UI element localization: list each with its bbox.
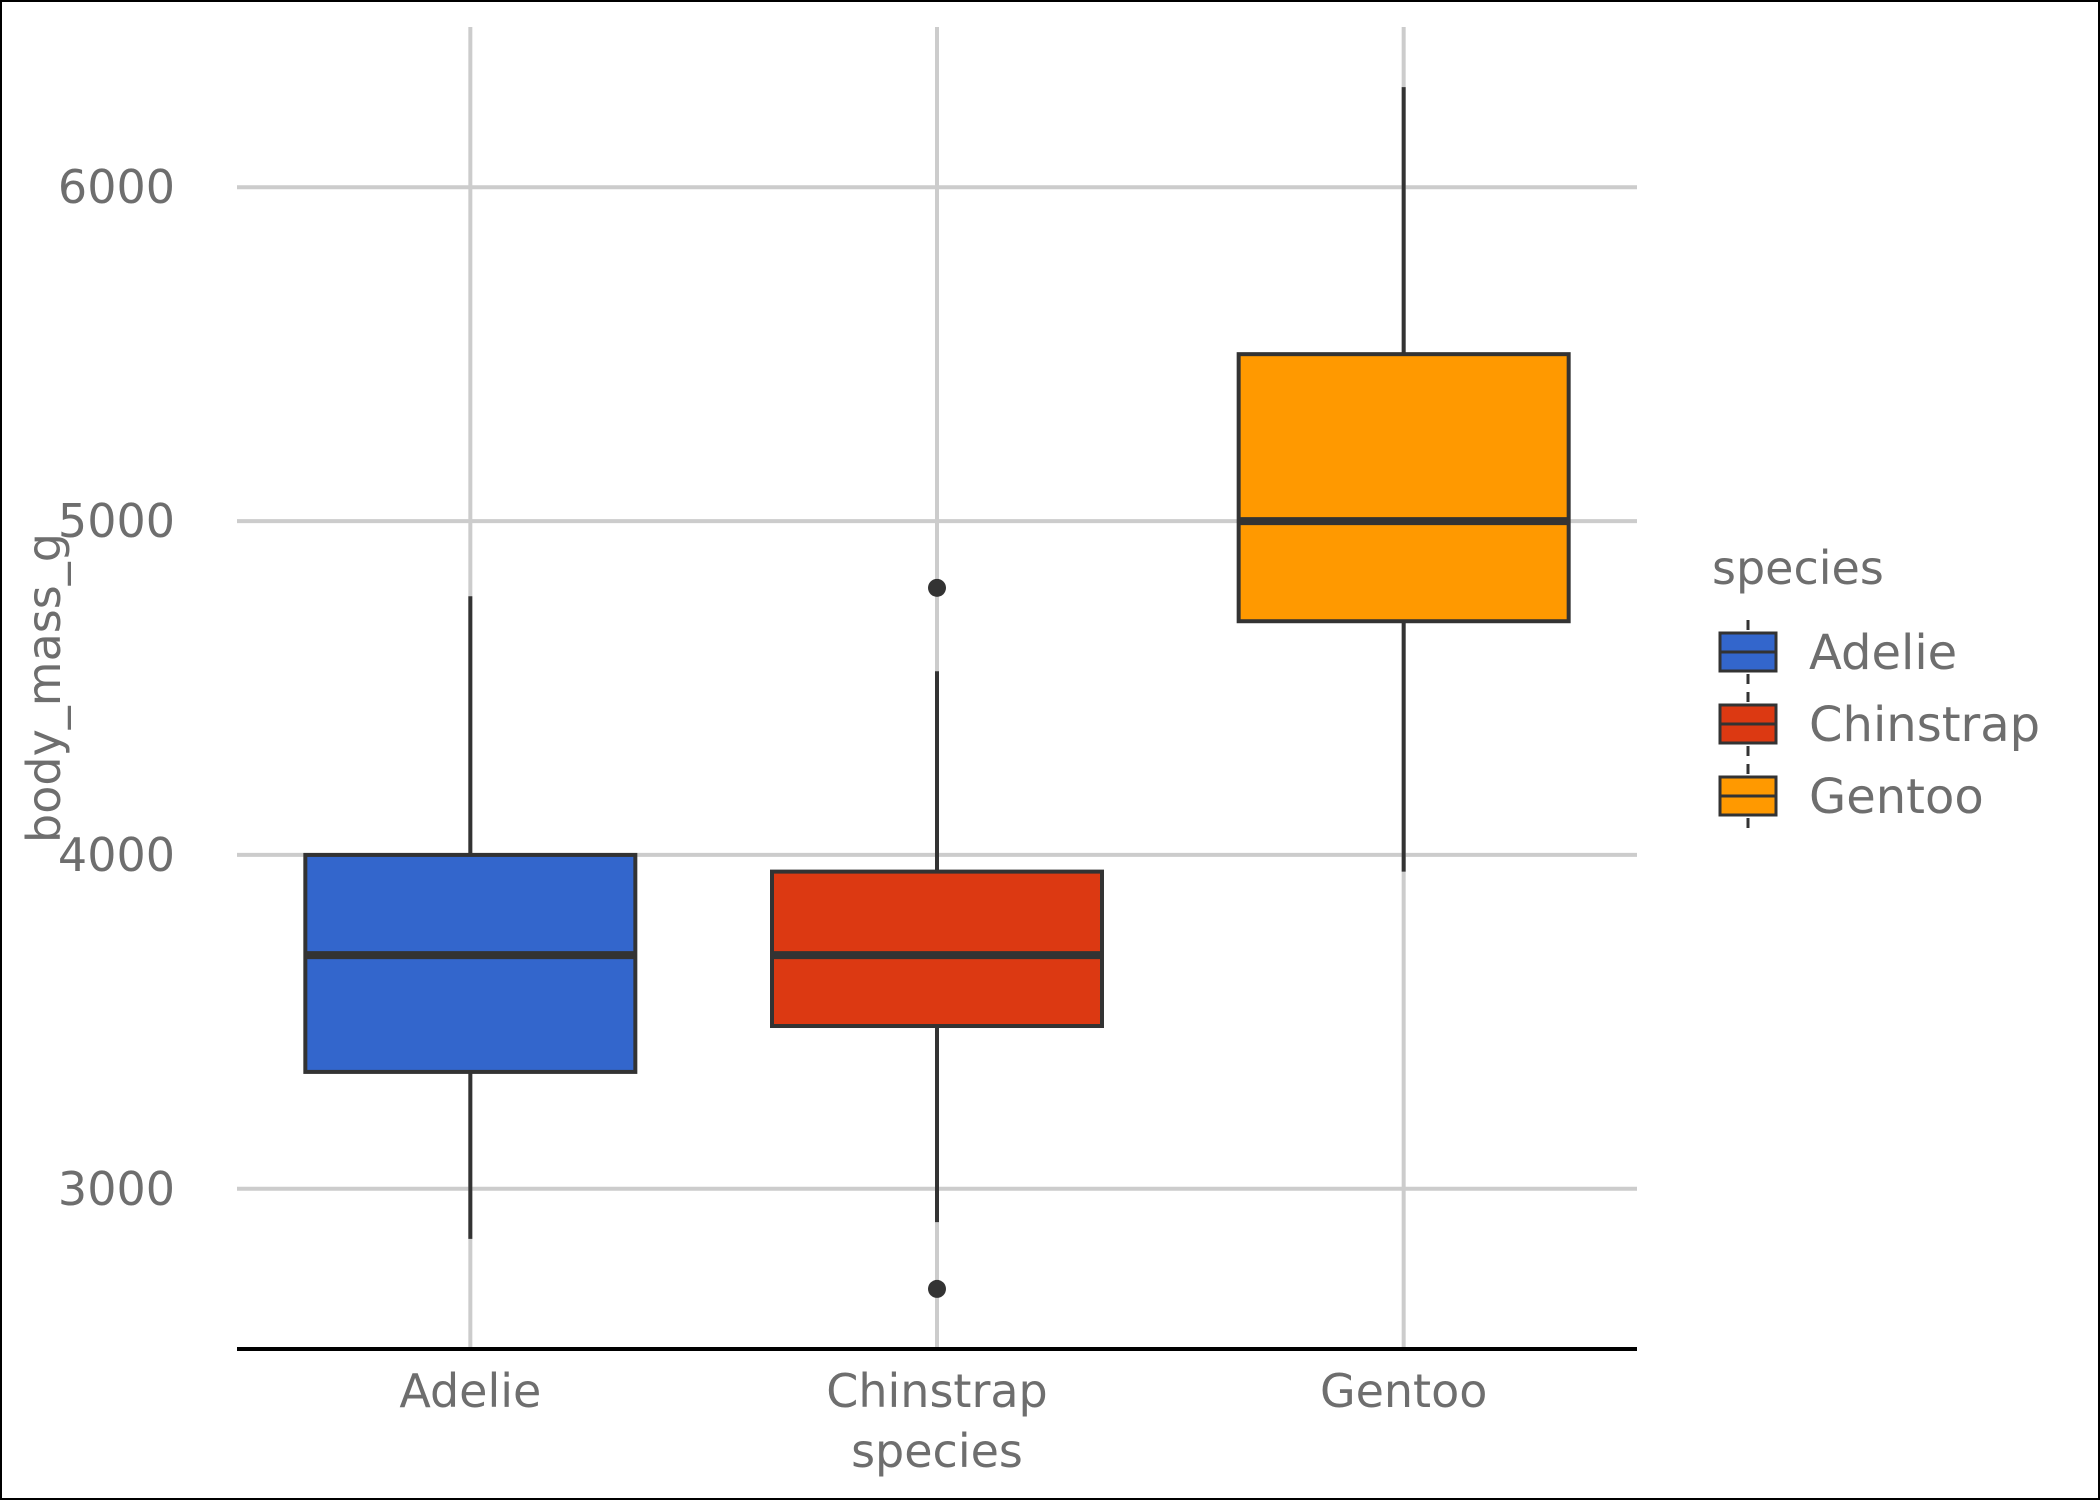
chinstrap-box bbox=[770, 869, 1104, 1029]
adelie-box bbox=[303, 852, 638, 1074]
x-tick-label-gentoo: Gentoo bbox=[1320, 1364, 1487, 1418]
y-tick-label-4000: 4000 bbox=[58, 828, 175, 882]
legend: species Adelie Chinstrap Gentoo bbox=[1712, 541, 2040, 828]
legend-label-chinstrap: Chinstrap bbox=[1809, 697, 2040, 753]
legend-title: species bbox=[1712, 541, 1884, 595]
box-plot-series bbox=[303, 87, 1571, 1298]
chinstrap-outlier-1 bbox=[928, 1279, 946, 1298]
legend-item-adelie: Adelie bbox=[1718, 620, 1957, 684]
chinstrap-outlier-0 bbox=[928, 578, 946, 597]
y-tick-label-3000: 3000 bbox=[58, 1162, 175, 1216]
legend-label-adelie: Adelie bbox=[1809, 625, 1957, 681]
x-tick-label-chinstrap: Chinstrap bbox=[826, 1364, 1048, 1418]
y-tick-label-6000: 6000 bbox=[58, 160, 175, 214]
legend-item-gentoo: Gentoo bbox=[1718, 764, 1984, 828]
gentoo-box bbox=[1236, 352, 1571, 624]
x-tick-label-adelie: Adelie bbox=[399, 1364, 541, 1418]
y-tick-label-5000: 5000 bbox=[58, 494, 175, 548]
tick-labels: 3000 4000 5000 6000 Adelie Chinstrap Gentoo bbox=[58, 160, 1487, 1418]
x-axis-title: species bbox=[851, 1424, 1023, 1478]
legend-label-gentoo: Gentoo bbox=[1809, 769, 1984, 825]
legend-item-chinstrap: Chinstrap bbox=[1718, 692, 2040, 756]
y-axis-title: body_mass_g bbox=[17, 533, 71, 843]
